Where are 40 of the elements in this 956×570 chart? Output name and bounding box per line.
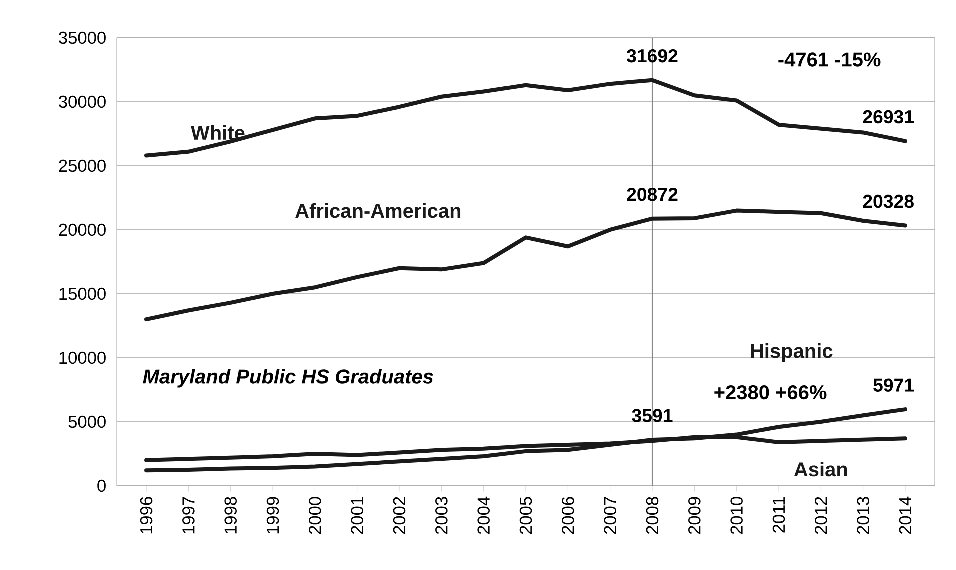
x-tick-label: 1997 [182,497,195,534]
text: Maryland Public HS Graduates [143,369,434,388]
y-tick-label: 5000 [68,416,106,428]
y-tick-label: 35000 [59,32,106,44]
data-label: 20872 [627,188,678,202]
x-tick-label: 1999 [266,497,280,534]
data-label: 31692 [626,49,678,63]
x-tick-label: 2004 [478,496,490,534]
x-tick-label: 2002 [393,497,406,534]
y-tick-label: 10000 [60,352,106,364]
y-tick-label: 20000 [59,224,106,236]
x-tick-label: 2009 [688,497,701,534]
series-label: White [191,125,245,140]
x-tick-label: 2012 [815,497,828,534]
x-tick-label: 1998 [224,497,237,534]
x-tick-label: 2010 [730,497,743,534]
x-tick-label: 2013 [857,497,870,534]
data-label: 20328 [863,194,914,208]
x-tick-label: 2000 [309,497,322,534]
x-tick-label: 2005 [520,497,532,534]
series-label: Asian [794,462,848,477]
annotation: -4761 -15% [778,52,881,67]
x-tick-label: 2006 [562,497,574,534]
annotation: +2380 +66% [714,385,827,400]
y-tick-label: 30000 [59,96,106,108]
y-tick-label: 0 [98,480,106,492]
y-tick-label: 15000 [60,288,106,300]
data-label: 26931 [863,110,914,124]
x-tick-label: 2003 [436,497,448,534]
x-tick-label: 2014 [899,496,912,534]
x-tick-label: 2001 [351,497,364,534]
data-label: 5971 [874,378,914,392]
x-tick-label: 2007 [604,497,616,534]
x-tick-label: 1996 [140,497,153,534]
x-tick-label: 2008 [646,497,659,534]
text: African-American [296,203,461,218]
x-tick-label: 2011 [772,497,786,533]
y-tick-label: 25000 [59,160,106,172]
data-label: 3591 [632,409,673,422]
text: Hispanic [751,344,833,362]
